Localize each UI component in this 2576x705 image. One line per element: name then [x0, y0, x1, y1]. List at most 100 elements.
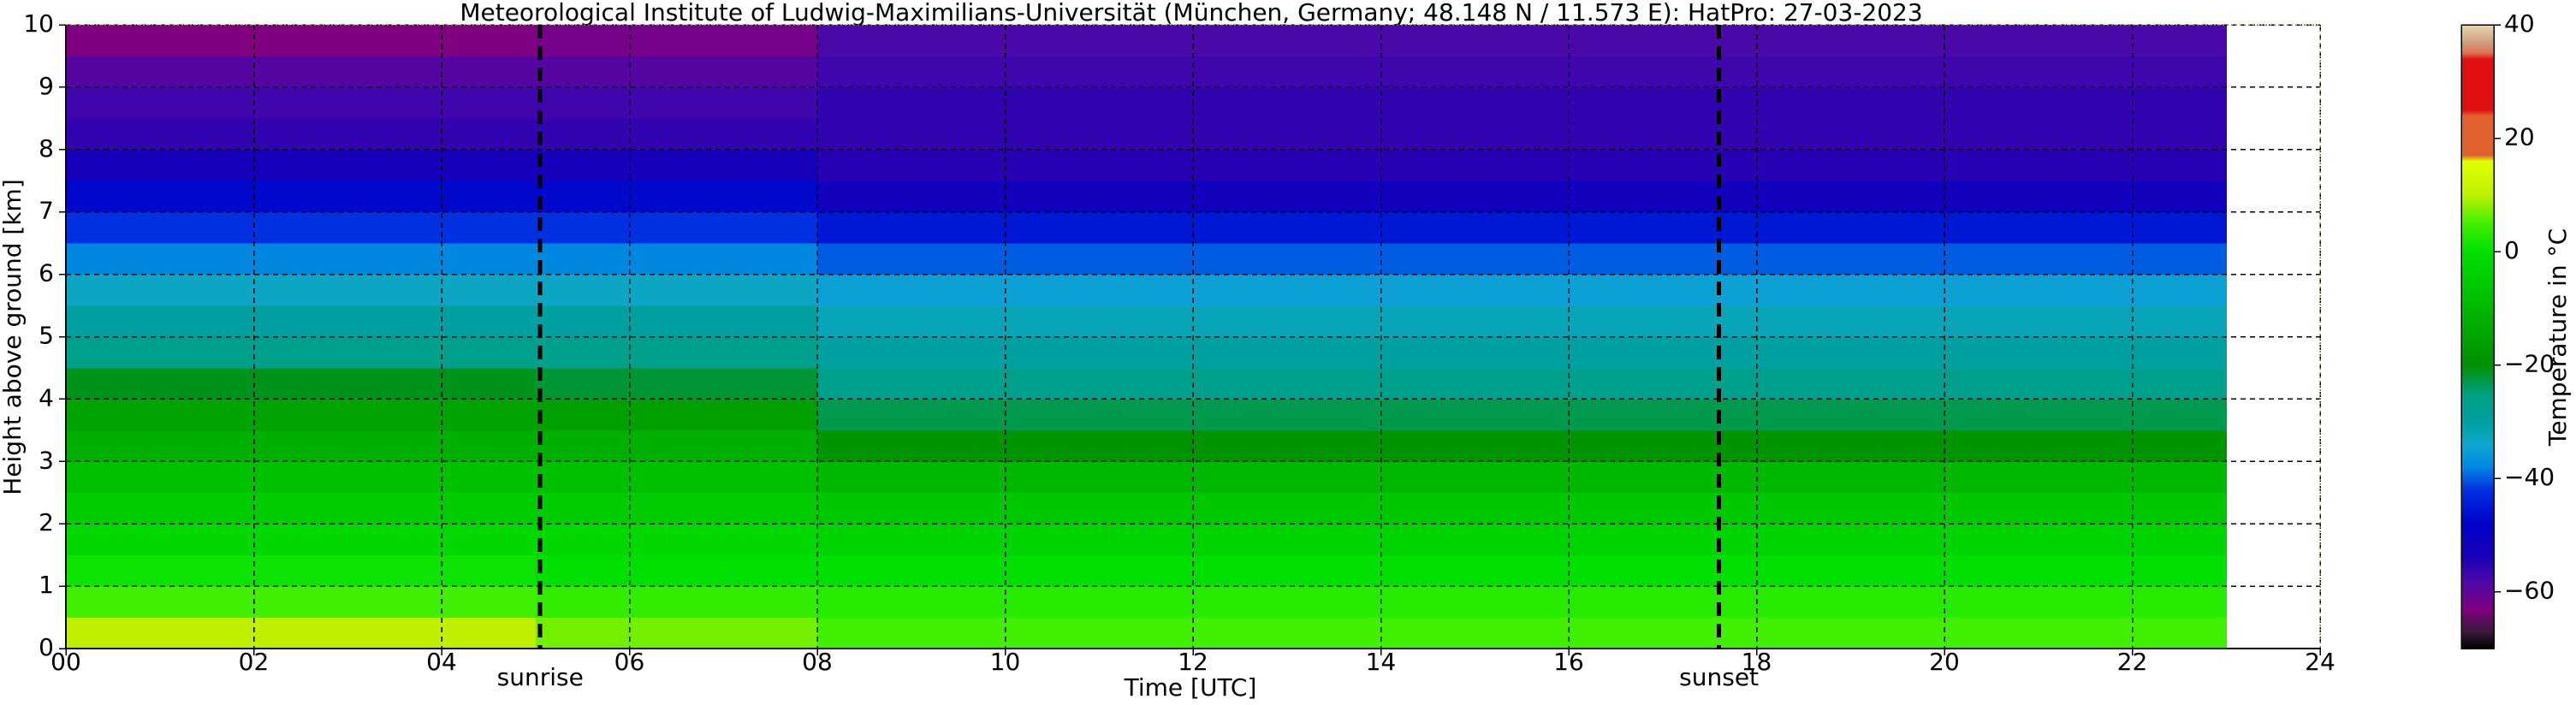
- heatmap-cell: [66, 336, 537, 369]
- x-tick-label: 18: [1742, 648, 1772, 676]
- heatmap-cell: [66, 56, 537, 88]
- x-tick-label: 12: [1178, 648, 1208, 676]
- heatmap-cell: [817, 336, 2227, 369]
- y-tick-label: 3: [39, 446, 54, 474]
- heatmap-cell: [817, 492, 2227, 524]
- y-tick-label: 2: [39, 508, 54, 536]
- heatmap-cell: [535, 243, 818, 275]
- x-tick-label: 22: [2117, 648, 2148, 676]
- colorbar-tick-label: 40: [2504, 9, 2535, 38]
- heatmap-cell: [535, 305, 818, 337]
- x-tick-label: 04: [426, 648, 457, 676]
- heatmap-cell: [535, 274, 818, 306]
- heatmap-cell: [817, 243, 2227, 275]
- y-tick-label: 1: [39, 571, 54, 599]
- x-tick-label: 08: [802, 648, 833, 676]
- heatmap-cell: [817, 617, 2227, 649]
- colorbar-segment: [2461, 364, 2494, 394]
- x-tick-label: 10: [990, 648, 1021, 676]
- colorbar-segment: [2461, 557, 2494, 581]
- heatmap-cell: [66, 430, 537, 462]
- colorbar-segment: [2461, 161, 2494, 196]
- heatmap-cell: [535, 554, 818, 587]
- annotation-label: sunset: [1679, 663, 1759, 691]
- heatmap-cell: [66, 461, 537, 494]
- y-tick-label: 5: [39, 322, 54, 350]
- heatmap-cell: [66, 367, 537, 400]
- colorbar-segment: [2461, 155, 2494, 162]
- heatmap-cell: [66, 617, 537, 649]
- heatmap-cell: [66, 554, 537, 587]
- heatmap-cell: [66, 25, 537, 56]
- colorbar-frame: [2460, 24, 2495, 649]
- y-tick-label: 10: [23, 9, 54, 38]
- heatmap-cell: [817, 56, 2227, 88]
- heatmap-cell: [66, 305, 537, 337]
- heatmap-cell: [535, 181, 818, 213]
- colorbar-segment: [2461, 489, 2494, 524]
- heatmap-cell: [535, 56, 818, 88]
- heatmap-cell: [535, 492, 818, 524]
- x-tick-label: 20: [1929, 648, 1960, 676]
- heatmap-cell: [817, 524, 2227, 556]
- heatmap-cell: [535, 367, 818, 400]
- colorbar-segment: [2461, 194, 2494, 224]
- heatmap-cell: [535, 211, 818, 244]
- heatmap-cell: [66, 492, 537, 524]
- heatmap-cell: [817, 461, 2227, 494]
- heatmap-cell: [535, 118, 818, 151]
- heatmap-cell: [817, 25, 2227, 56]
- colorbar-segment: [2461, 41, 2494, 54]
- heatmap-cell: [66, 86, 537, 119]
- colorbar-tick-label: 0: [2504, 236, 2520, 264]
- heatmap-cell: [817, 305, 2227, 337]
- heatmap-cell: [66, 181, 537, 213]
- heatmap-cell: [535, 86, 818, 119]
- heatmap-cell: [535, 617, 818, 649]
- colorbar-segment: [2461, 393, 2494, 423]
- colorbar-tick-label: −20: [2504, 350, 2555, 378]
- heatmap-cell: [66, 524, 537, 556]
- y-tick-label: 0: [39, 633, 54, 661]
- x-tick-label: 16: [1553, 648, 1584, 676]
- heatmap-cell: [535, 524, 818, 556]
- colorbar-tick-label: −40: [2504, 463, 2555, 491]
- colorbar-segment: [2461, 631, 2494, 649]
- colorbar-segment: [2461, 222, 2494, 252]
- heatmap-cell: [817, 118, 2227, 151]
- heatmap-cell: [66, 243, 537, 275]
- heatmap-cell: [66, 118, 537, 151]
- y-tick-label: 4: [39, 383, 54, 412]
- heatmap-cell: [817, 430, 2227, 462]
- y-tick-label: 7: [39, 197, 54, 225]
- heatmap-cell: [817, 367, 2227, 400]
- colorbar-segment: [2461, 116, 2494, 156]
- colorbar-segment: [2461, 252, 2494, 309]
- y-tick-label: 9: [39, 72, 54, 100]
- heatmap-cell: [535, 586, 818, 619]
- colorbar-segment: [2461, 466, 2494, 490]
- heatmap-cell: [66, 586, 537, 619]
- x-tick-label: 02: [239, 648, 270, 676]
- y-axis-label: Height above ground [km]: [0, 179, 27, 495]
- x-tick-label: 24: [2305, 648, 2336, 676]
- heatmap-cell: [817, 399, 2227, 431]
- chart-title: Meteorological Institute of Ludwig-Maxim…: [460, 0, 1922, 27]
- colorbar-segment: [2461, 58, 2494, 110]
- heatmap-cell: [535, 149, 818, 181]
- colorbar-segment: [2461, 110, 2494, 116]
- x-axis-label: Time [UTC]: [1124, 673, 1257, 702]
- colorbar-segment: [2461, 608, 2494, 632]
- colorbar-segment: [2461, 524, 2494, 559]
- heatmap-cell: [66, 399, 537, 431]
- x-tick-label: 00: [50, 648, 81, 676]
- y-tick-label: 8: [39, 134, 54, 163]
- y-tick-label: 6: [39, 259, 54, 287]
- x-tick-label: 06: [614, 648, 645, 676]
- colorbar-label: Temperature in °C: [2543, 228, 2572, 447]
- heatmap-cell: [66, 274, 537, 306]
- heatmap-cell: [817, 274, 2227, 306]
- colorbar-segment: [2461, 308, 2494, 366]
- colorbar-segment: [2461, 580, 2494, 610]
